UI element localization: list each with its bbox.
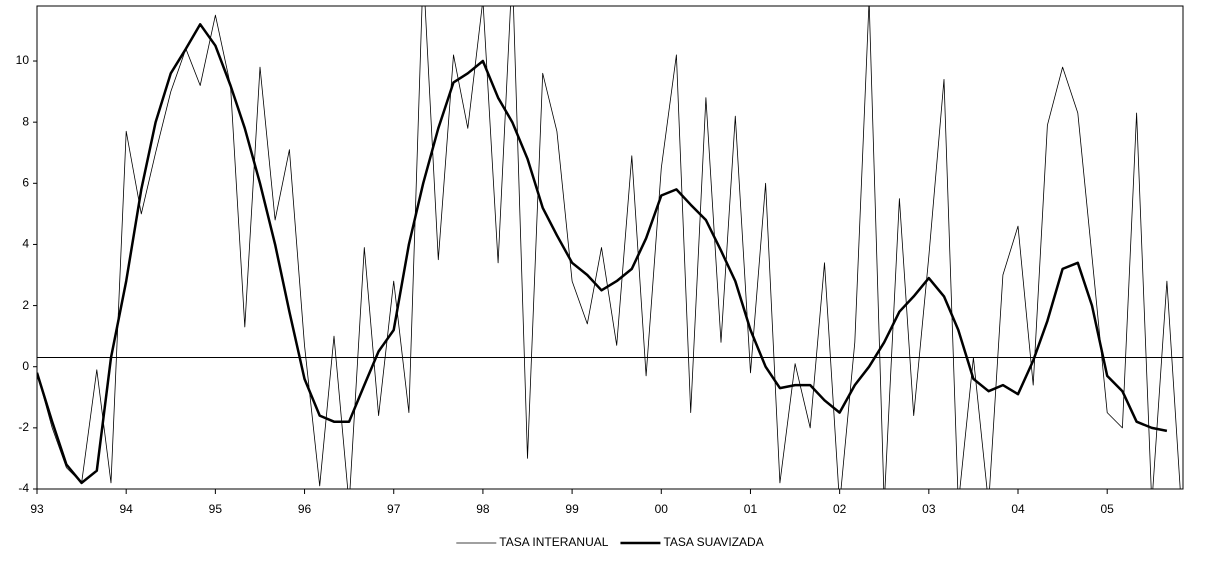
legend-item: TASA SUAVIZADA [620, 535, 764, 549]
x-tick-label: 00 [655, 502, 669, 516]
y-tick-label: 0 [22, 359, 29, 373]
y-tick-label: 8 [22, 114, 29, 128]
legend-item: TASA INTERANUAL [456, 535, 609, 549]
x-tick-label: 97 [387, 502, 401, 516]
plot-area [37, 6, 1181, 489]
y-tick-label: 6 [22, 175, 29, 189]
legend: TASA INTERANUAL TASA SUAVIZADA [456, 535, 764, 549]
x-tick-label: 96 [298, 502, 312, 516]
x-tick-label: 94 [120, 502, 134, 516]
x-tick-label: 01 [744, 502, 758, 516]
legend-label: TASA SUAVIZADA [663, 535, 763, 549]
x-tick-label: 93 [30, 502, 44, 516]
x-tick-label: 05 [1101, 502, 1115, 516]
x-tick-label: 02 [833, 502, 847, 516]
x-tick-label: 95 [209, 502, 223, 516]
series-line [37, 23, 1168, 485]
x-tick-label: 98 [476, 502, 490, 516]
plot-frame [36, 5, 1184, 490]
y-tick-label: 2 [22, 298, 29, 312]
y-tick-label: -2 [18, 420, 29, 434]
y-tick-label: 4 [22, 237, 29, 251]
y-tick-label: -4 [18, 481, 29, 495]
x-tick-label: 99 [565, 502, 579, 516]
x-tick-label: 03 [922, 502, 936, 516]
legend-label: TASA INTERANUAL [499, 535, 608, 549]
x-tick-label: 04 [1011, 502, 1025, 516]
series-line [37, 6, 1181, 489]
y-tick-label: 10 [16, 53, 30, 67]
